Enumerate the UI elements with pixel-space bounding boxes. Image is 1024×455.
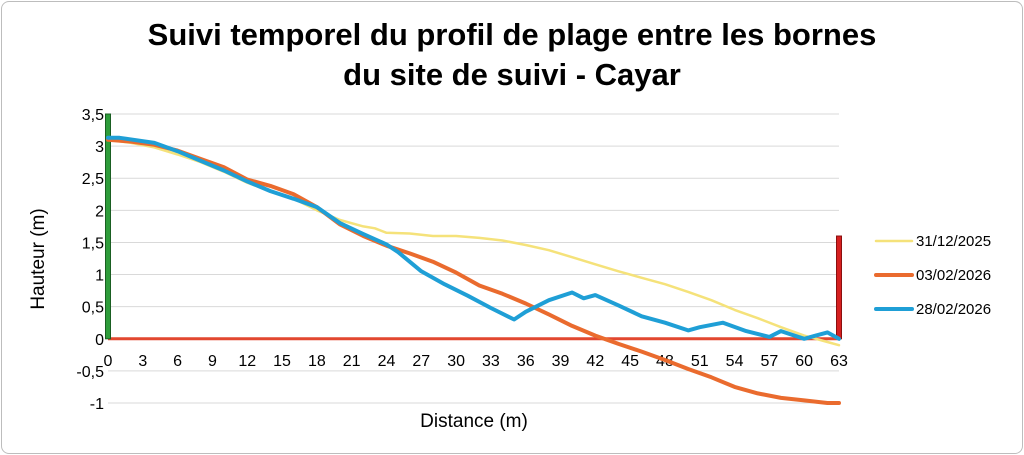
y-tick-label: 1 [95, 268, 104, 285]
chart-title-line-1: Suivi temporel du profil de plage entre … [148, 17, 877, 52]
x-tick-label: 18 [308, 353, 326, 370]
x-tick-label: 39 [552, 353, 570, 370]
x-tick-label: 6 [173, 353, 182, 370]
series-line-3 [106, 135, 841, 341]
legend-label-1: 31/12/2025 [916, 233, 991, 250]
x-axis-label: Distance (m) [420, 411, 528, 432]
legend-label-3: 28/02/2026 [916, 301, 991, 318]
x-tick-label: 24 [378, 353, 396, 370]
x-tick-label: 45 [621, 353, 639, 370]
chart-title-line-2: du site de suivi - Cayar [343, 57, 681, 92]
legend-label-2: 03/02/2026 [916, 267, 991, 284]
y-tick-label: 0 [95, 332, 104, 349]
x-tick-label: 42 [586, 353, 604, 370]
y-tick-label: -0,5 [76, 364, 104, 381]
x-tick-label: 3 [138, 353, 147, 370]
x-tick-label: 54 [726, 353, 744, 370]
x-tick-label: 33 [482, 353, 500, 370]
x-tick-label: 15 [273, 353, 291, 370]
y-tick-labels: 3,5 3 2,5 2 1,5 1 0,5 0 -0,5 -1 [76, 107, 104, 413]
y-tick-label: -1 [90, 396, 104, 413]
x-tick-labels: 0 3 6 9 12 15 18 21 24 27 30 33 36 39 42 45 48 51 54 57 60 63 [104, 353, 848, 370]
boundary-markers [105, 113, 842, 341]
x-tick-label: 30 [447, 353, 465, 370]
y-tick-label: 1,5 [82, 235, 104, 252]
y-axis-label: Hauteur (m) [28, 208, 49, 309]
x-tick-label: 0 [104, 353, 113, 370]
left-boundary-marker [105, 113, 111, 340]
x-tick-label: 9 [208, 353, 217, 370]
y-tick-label: 2,5 [82, 171, 104, 188]
x-tick-label: 60 [795, 353, 813, 370]
grid-lines [108, 113, 839, 404]
x-tick-label: 36 [517, 353, 535, 370]
x-tick-label: 57 [760, 353, 778, 370]
x-tick-label: 27 [412, 353, 430, 370]
x-tick-label: 63 [830, 353, 848, 370]
y-tick-label: 0,5 [82, 300, 104, 317]
series-lines [106, 135, 841, 405]
right-boundary-marker [836, 235, 842, 340]
legend: 31/12/2025 03/02/2026 28/02/2026 [874, 233, 991, 318]
series-line-2 [106, 137, 841, 405]
y-tick-label: 3,5 [82, 107, 104, 124]
x-tick-label: 51 [691, 353, 709, 370]
y-tick-label: 2 [95, 203, 104, 220]
y-tick-label: 3 [95, 139, 104, 156]
x-tick-label: 12 [238, 353, 256, 370]
x-tick-label: 21 [343, 353, 361, 370]
